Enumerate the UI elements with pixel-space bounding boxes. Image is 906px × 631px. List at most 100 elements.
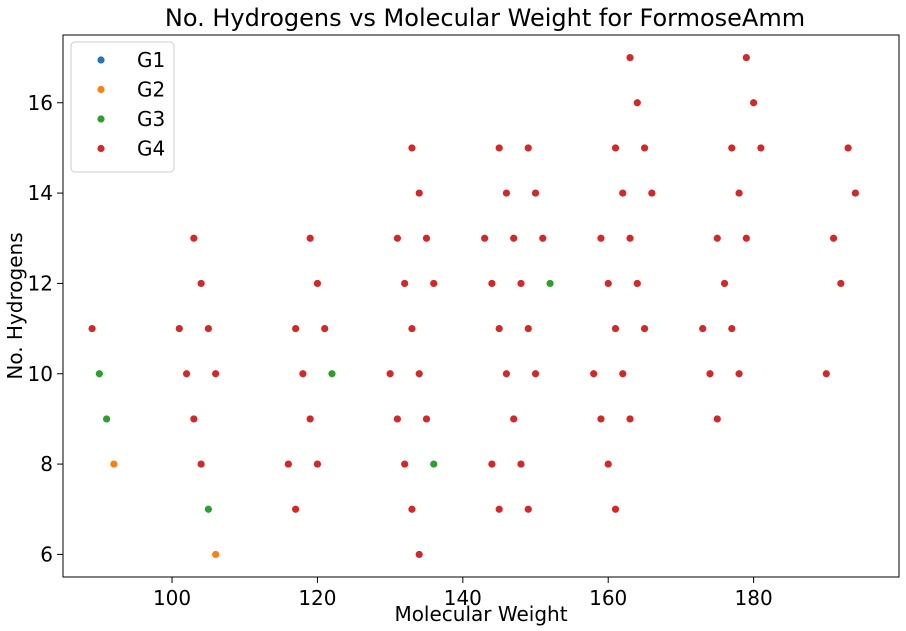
- data-point-g4: [619, 370, 627, 378]
- data-point-g4: [488, 279, 496, 288]
- data-point-g4: [851, 189, 859, 197]
- plot-marks: [88, 53, 859, 559]
- data-point-g4: [408, 324, 416, 333]
- data-point-g4: [422, 234, 431, 242]
- data-point-g4: [495, 324, 503, 333]
- data-point-g4: [626, 53, 634, 62]
- data-point-g2: [110, 460, 118, 468]
- data-point-g4: [510, 415, 518, 423]
- data-point-g4: [720, 279, 729, 288]
- x-tick-label: 140: [444, 586, 482, 610]
- data-point-g3: [546, 279, 554, 288]
- data-point-g4: [611, 144, 620, 152]
- data-point-g4: [531, 189, 540, 197]
- legend-marker-g1: [97, 56, 105, 64]
- legend-label-g1: G1: [137, 48, 165, 72]
- x-tick-label: 120: [298, 586, 336, 610]
- data-point-g4: [306, 234, 314, 242]
- data-point-g4: [175, 324, 183, 333]
- data-point-g4: [844, 144, 852, 152]
- data-point-g4: [182, 370, 191, 378]
- data-point-g4: [706, 370, 714, 378]
- data-point-g4: [204, 324, 212, 333]
- data-point-g4: [401, 460, 409, 468]
- data-point-g4: [648, 189, 656, 197]
- data-point-g4: [735, 370, 743, 378]
- data-point-g4: [495, 144, 503, 152]
- data-point-g4: [604, 460, 612, 468]
- data-point-g4: [408, 505, 416, 513]
- data-point-g4: [313, 460, 322, 468]
- y-tick-label: 8: [40, 452, 53, 476]
- data-point-g4: [502, 189, 511, 197]
- data-point-g4: [728, 144, 736, 152]
- x-axis-label: Molecular Weight: [394, 602, 567, 626]
- data-point-g4: [313, 279, 322, 288]
- legend-marker-g2: [97, 85, 105, 94]
- x-tick-label: 180: [735, 586, 773, 610]
- data-point-g4: [481, 234, 489, 242]
- data-point-g4: [640, 144, 649, 152]
- legend-marker-g4: [97, 144, 105, 153]
- data-point-g4: [524, 324, 532, 333]
- y-tick-label: 16: [28, 91, 53, 115]
- data-point-g4: [829, 234, 838, 242]
- plot-frame: [62, 34, 900, 578]
- data-point-g4: [837, 279, 845, 288]
- legend-marker-g3: [97, 115, 105, 123]
- data-point-g4: [393, 415, 401, 423]
- data-point-g4: [597, 234, 605, 242]
- data-point-g4: [626, 234, 634, 242]
- y-tick-label: 6: [40, 542, 53, 566]
- data-point-g3: [430, 460, 438, 468]
- legend-label-g3: G3: [137, 107, 165, 131]
- data-point-g4: [750, 99, 758, 107]
- data-point-g4: [321, 324, 329, 333]
- series-g3: [95, 279, 554, 513]
- data-point-g3: [103, 415, 111, 423]
- data-point-g3: [204, 505, 212, 513]
- x-axis-ticks: 100 120 140 160 180: [153, 577, 773, 610]
- data-point-g4: [604, 279, 612, 288]
- data-point-g4: [699, 324, 707, 333]
- y-tick-label: 14: [28, 181, 53, 205]
- data-point-g4: [735, 189, 743, 197]
- data-point-g4: [531, 370, 540, 378]
- data-point-g4: [292, 324, 300, 333]
- data-point-g4: [299, 370, 307, 378]
- data-point-g4: [495, 505, 503, 513]
- data-point-g4: [510, 234, 518, 242]
- legend-label-g4: G4: [137, 137, 165, 161]
- legend-label-g2: G2: [137, 78, 165, 102]
- data-point-g4: [415, 370, 423, 378]
- data-point-g3: [95, 370, 103, 378]
- data-point-g4: [619, 189, 627, 197]
- data-point-g4: [386, 370, 394, 378]
- legend-box: [70, 41, 175, 173]
- data-point-g4: [611, 324, 620, 333]
- y-axis-label: No. Hydrogens: [3, 232, 27, 379]
- legend: G1 G2 G3 G4: [70, 41, 175, 173]
- data-point-g4: [757, 144, 765, 152]
- data-point-g4: [190, 234, 198, 242]
- data-point-g4: [597, 415, 605, 423]
- series-g4: [88, 53, 859, 559]
- chart-title: No. Hydrogens vs Molecular Weight for Fo…: [165, 4, 805, 32]
- data-point-g4: [626, 415, 634, 423]
- data-point-g4: [742, 53, 750, 62]
- data-point-g4: [517, 460, 525, 468]
- data-point-g4: [590, 370, 598, 378]
- data-point-g4: [88, 324, 96, 333]
- data-point-g4: [430, 279, 438, 288]
- data-point-g4: [306, 415, 314, 423]
- data-point-g4: [742, 234, 750, 242]
- data-point-g4: [524, 505, 532, 513]
- data-point-g3: [328, 370, 336, 378]
- data-point-g4: [524, 144, 532, 152]
- data-point-g4: [422, 415, 431, 423]
- data-point-g4: [197, 460, 205, 468]
- data-point-g4: [633, 279, 641, 288]
- series-g2: [110, 460, 220, 559]
- data-point-g4: [415, 189, 423, 197]
